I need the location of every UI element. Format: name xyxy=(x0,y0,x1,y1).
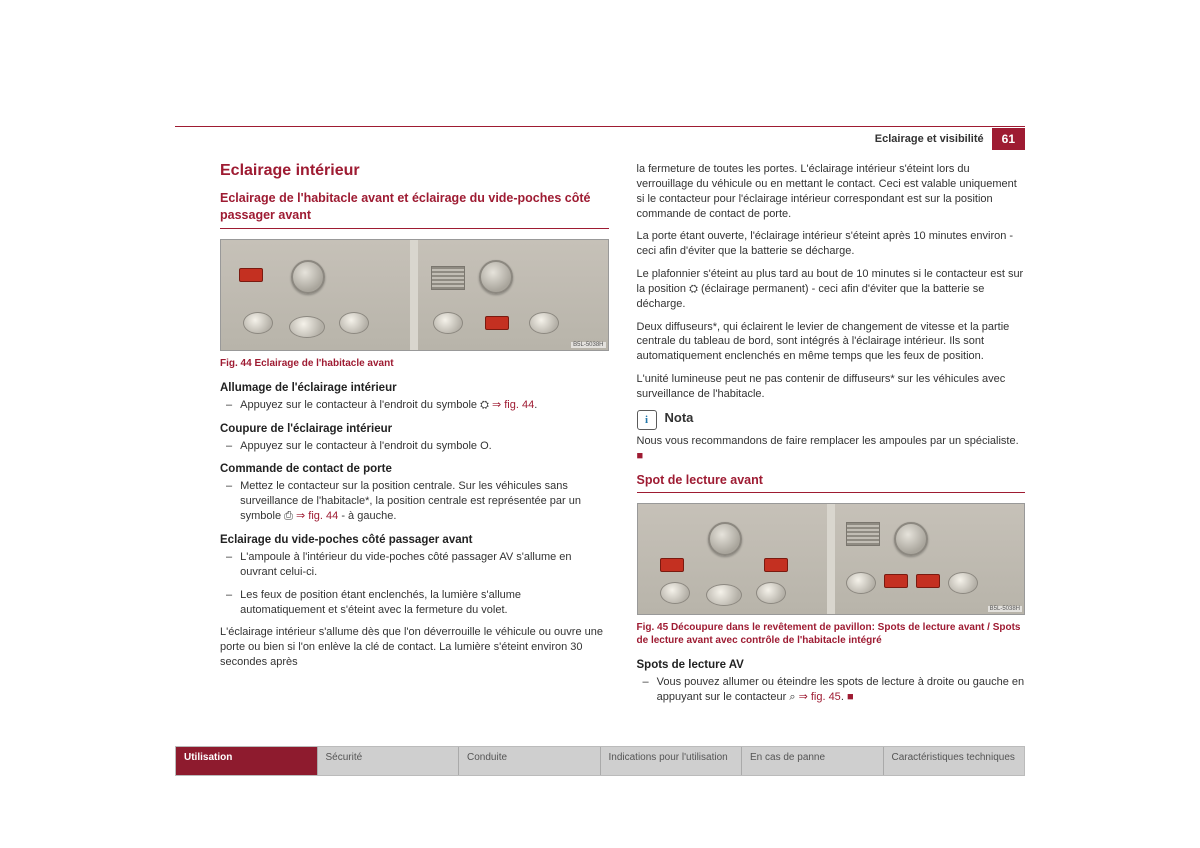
bullet-dash: – xyxy=(226,588,232,618)
footer-tab-conduite[interactable]: Conduite xyxy=(459,747,601,775)
note-block: i Nota xyxy=(637,410,1026,430)
two-column-layout: Eclairage intérieur Eclairage de l'habit… xyxy=(220,162,1025,713)
topic-heading: Spots de lecture AV xyxy=(637,659,1026,671)
footer-tab-caracteristiques[interactable]: Caractéristiques techniques xyxy=(884,747,1025,775)
end-mark-icon: ■ xyxy=(637,450,644,462)
info-icon: i xyxy=(637,410,657,430)
footer-tabs: Utilisation Sécurité Conduite Indication… xyxy=(175,746,1025,776)
body-paragraph: la fermeture de toutes les portes. L'écl… xyxy=(637,162,1026,221)
body-paragraph: L'unité lumineuse peut ne pas contenir d… xyxy=(637,372,1026,402)
body-paragraph: La porte étant ouverte, l'éclairage inté… xyxy=(637,229,1026,259)
list-item-text: Les feux de position étant enclenchés, l… xyxy=(240,588,608,618)
figure-45-caption: Fig. 45 Découpure dans le revêtement de … xyxy=(637,621,1026,647)
note-text: Nous vous recommandons de faire remplace… xyxy=(637,434,1026,464)
topic-heading: Allumage de l'éclairage intérieur xyxy=(220,382,609,394)
figure-reference: ⇒ fig. 44 xyxy=(492,399,534,411)
footer-tab-securite[interactable]: Sécurité xyxy=(318,747,460,775)
footer-tab-utilisation[interactable]: Utilisation xyxy=(176,747,318,775)
body-paragraph: L'éclairage intérieur s'allume dès que l… xyxy=(220,625,609,670)
figure-45-code: B5L-5038H xyxy=(988,606,1022,612)
list-item: – Appuyez sur le contacteur à l'endroit … xyxy=(226,439,609,454)
footer-tab-indications[interactable]: Indications pour l'utilisation xyxy=(601,747,743,775)
subsection-heading: Spot de lecture avant xyxy=(637,472,1026,494)
figure-44-caption: Fig. 44 Eclairage de l'habitacle avant xyxy=(220,357,609,370)
left-column: Eclairage intérieur Eclairage de l'habit… xyxy=(220,162,609,713)
right-column: la fermeture de toutes les portes. L'écl… xyxy=(637,162,1026,713)
note-label: Nota xyxy=(665,410,694,425)
section-title: Eclairage intérieur xyxy=(220,162,609,180)
figure-reference: ⇒ fig. 45 xyxy=(799,691,841,703)
bullet-dash: – xyxy=(226,439,232,454)
figure-45: B5L-5038H xyxy=(637,503,1026,615)
list-item-text: Appuyez sur le contacteur à l'endroit du… xyxy=(240,398,537,413)
figure-reference: ⇒ fig. 44 xyxy=(296,510,338,522)
body-paragraph: Le plafonnier s'éteint au plus tard au b… xyxy=(637,267,1026,312)
topic-heading: Eclairage du vide-poches côté passager a… xyxy=(220,534,609,546)
footer-tab-panne[interactable]: En cas de panne xyxy=(742,747,884,775)
list-item-text: Mettez le contacteur sur la position cen… xyxy=(240,479,608,524)
list-item: – Appuyez sur le contacteur à l'endroit … xyxy=(226,398,609,413)
figure-44-code: B5L-5038H xyxy=(571,342,605,348)
end-mark-icon: ■ xyxy=(847,691,854,703)
bullet-dash: – xyxy=(226,479,232,524)
light-on-icon: ⛭ xyxy=(689,283,698,295)
list-item: – Mettez le contacteur sur la position c… xyxy=(226,479,609,524)
body-paragraph: Deux diffuseurs*, qui éclairent le levie… xyxy=(637,320,1026,365)
list-item: – Vous pouvez allumer ou éteindre les sp… xyxy=(643,675,1026,705)
list-item-text: L'ampoule à l'intérieur du vide-poches c… xyxy=(240,550,608,580)
topic-heading: Coupure de l'éclairage intérieur xyxy=(220,423,609,435)
list-item: – Les feux de position étant enclenchés,… xyxy=(226,588,609,618)
bullet-dash: – xyxy=(226,398,232,413)
list-item: – L'ampoule à l'intérieur du vide-poches… xyxy=(226,550,609,580)
figure-44: B5L-5038H xyxy=(220,239,609,351)
bullet-dash: – xyxy=(643,675,649,705)
subsection-heading: Eclairage de l'habitacle avant et éclair… xyxy=(220,190,609,229)
topic-heading: Commande de contact de porte xyxy=(220,463,609,475)
reading-light-icon: ⌕ xyxy=(789,691,795,703)
door-contact-icon: ⎙ xyxy=(284,510,293,522)
list-item-text: Vous pouvez allumer ou éteindre les spot… xyxy=(657,675,1025,705)
page-body: Eclairage intérieur Eclairage de l'habit… xyxy=(0,0,1200,713)
list-item-text: Appuyez sur le contacteur à l'endroit du… xyxy=(240,439,492,454)
light-on-icon: ⛭ xyxy=(480,399,489,411)
bullet-dash: – xyxy=(226,550,232,580)
